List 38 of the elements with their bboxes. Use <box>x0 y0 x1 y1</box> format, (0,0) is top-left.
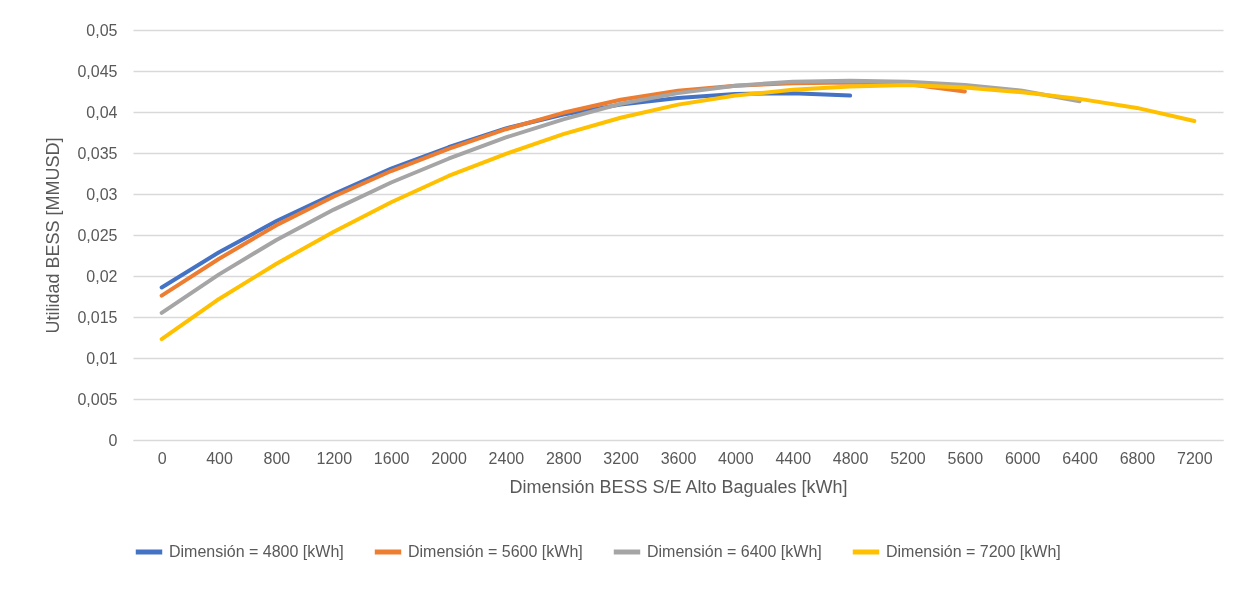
x-axis-title: Dimensión BESS S/E Alto Baguales [kWh] <box>509 476 848 497</box>
y-tick-label: 0,02 <box>86 267 118 285</box>
y-tick-label: 0,05 <box>86 21 118 39</box>
x-tick-label: 400 <box>206 449 233 467</box>
legend-label: Dimensión = 6400 [kWh] <box>647 543 822 560</box>
y-tick-label: 0,01 <box>86 349 118 367</box>
x-tick-label: 2400 <box>488 449 525 467</box>
x-tick-label: 4400 <box>775 449 812 467</box>
y-tick-label: 0,025 <box>77 226 118 244</box>
x-tick-label: 1200 <box>316 449 353 467</box>
legend-label: Dimensión = 5600 [kWh] <box>408 543 583 560</box>
y-tick-label: 0 <box>108 431 118 449</box>
x-tick-label: 5600 <box>947 449 984 467</box>
legend-label: Dimensión = 7200 [kWh] <box>886 543 1061 560</box>
x-tick-label: 6400 <box>1062 449 1098 467</box>
y-axis-title: Utilidad BESS [MMUSD] <box>43 137 64 334</box>
y-tick-label: 0,035 <box>77 144 118 162</box>
x-tick-label: 4000 <box>718 449 754 467</box>
x-tick-label: 2800 <box>545 449 582 467</box>
x-tick-label: 2000 <box>431 449 467 467</box>
x-tick-label: 5200 <box>890 449 926 467</box>
y-tick-label: 0,005 <box>77 390 118 408</box>
x-tick-label: 7200 <box>1177 449 1213 467</box>
y-tick-label: 0,03 <box>86 185 118 203</box>
x-tick-label: 4800 <box>832 449 869 467</box>
x-tick-label: 3200 <box>603 449 640 467</box>
x-tick-label: 6000 <box>1004 449 1041 467</box>
x-tick-label: 1600 <box>373 449 410 467</box>
x-tick-label: 6800 <box>1119 449 1156 467</box>
y-tick-label: 0,045 <box>77 62 118 80</box>
x-tick-label: 3600 <box>660 449 697 467</box>
line-series <box>159 78 1082 315</box>
x-tick-label: 0 <box>157 449 167 467</box>
y-tick-label: 0,04 <box>86 103 118 121</box>
x-tick-label: 800 <box>263 449 291 467</box>
legend-label: Dimensión = 4800 [kWh] <box>169 543 344 560</box>
y-tick-label: 0,015 <box>77 308 118 326</box>
line-series <box>159 82 1197 342</box>
